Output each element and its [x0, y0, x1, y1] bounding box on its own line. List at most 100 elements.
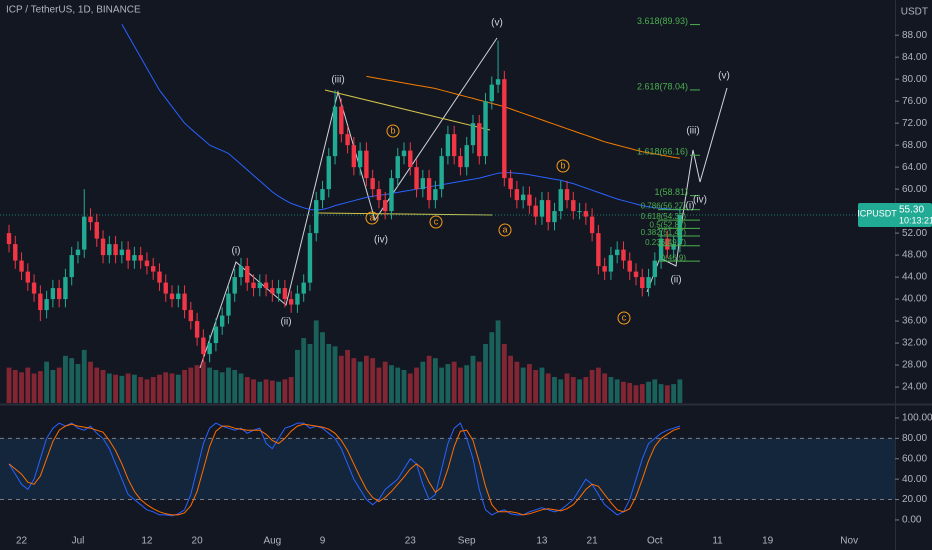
- y-tick-label: 80.00: [902, 74, 927, 85]
- volume-bar: [414, 367, 419, 403]
- candle-body: [276, 288, 281, 294]
- fib-label: 0.382(51.47): [641, 228, 687, 237]
- candle-body: [113, 244, 118, 256]
- volume-bar: [552, 377, 557, 403]
- volume-bar: [138, 377, 144, 403]
- candle-body: [100, 238, 106, 256]
- candle-body: [376, 189, 382, 201]
- candle-body: [583, 211, 589, 217]
- stoch-tick-label: 80.00: [902, 433, 927, 444]
- volume-bar: [489, 332, 495, 403]
- y-tick-label: 24.00: [902, 382, 927, 393]
- candle-body: [88, 216, 93, 223]
- volume-bar: [132, 374, 137, 403]
- candle-body: [571, 200, 576, 212]
- volume-bar: [370, 358, 376, 403]
- candle-body: [19, 260, 24, 272]
- volume-bar: [483, 344, 488, 403]
- volume-bar: [589, 369, 595, 403]
- volume-bar: [6, 367, 12, 403]
- volume-bar: [577, 379, 582, 403]
- x-tick-label: 9: [320, 536, 326, 547]
- volume-bar: [389, 365, 394, 403]
- y-tick-label: 84.00: [902, 52, 927, 63]
- price-tag-countdown: 10:13:21: [899, 215, 932, 225]
- volume-bar: [671, 384, 677, 403]
- candle-body: [370, 178, 375, 190]
- volume-bar: [677, 379, 683, 403]
- candle-body: [558, 189, 563, 212]
- candle-body: [213, 326, 219, 344]
- y-tick-label: 64.00: [902, 162, 927, 173]
- x-tick-label: Nov: [840, 536, 858, 547]
- candle-body: [282, 288, 288, 300]
- volume-bar: [69, 358, 75, 403]
- y-tick-label: 76.00: [902, 96, 927, 107]
- candle-body: [314, 200, 319, 234]
- volume-bar: [200, 361, 206, 403]
- candle-body: [320, 189, 325, 201]
- stoch-tick-label: 100.00: [902, 413, 932, 424]
- volume-bar: [100, 369, 106, 403]
- volume-bar: [31, 373, 37, 403]
- candle-body: [182, 293, 187, 311]
- candle-body: [546, 200, 551, 223]
- candle-body: [351, 145, 357, 168]
- candle-body: [288, 299, 294, 305]
- stoch-d: [8, 423, 681, 516]
- volume-bar: [639, 384, 645, 403]
- candle-body: [614, 249, 620, 256]
- candle-body: [383, 200, 388, 212]
- wave-label: a: [369, 212, 374, 222]
- candle-body: [464, 145, 469, 168]
- candle-body: [552, 211, 557, 223]
- candle-body: [270, 288, 275, 294]
- volume-bar: [382, 361, 388, 403]
- volume-bar: [182, 369, 187, 403]
- volume-bar: [451, 361, 457, 403]
- candle-body: [31, 282, 37, 294]
- y-tick-label: 40.00: [902, 294, 927, 305]
- candle-body: [621, 249, 626, 261]
- price-tag-symbol: ICPUSDT: [857, 208, 897, 218]
- wave-label: (i): [686, 201, 695, 212]
- candle-body: [508, 178, 513, 190]
- candle-body: [470, 123, 476, 146]
- price-tag-box: [858, 202, 932, 227]
- volume-bar: [476, 361, 482, 403]
- volume-bar: [633, 385, 639, 403]
- candle-body: [138, 255, 143, 261]
- volume-bar: [602, 373, 608, 403]
- x-tick-label: Sep: [458, 536, 476, 547]
- candle-body: [25, 271, 31, 283]
- x-tick-label: 20: [192, 536, 204, 547]
- candle-body: [238, 266, 244, 278]
- candle-body: [389, 178, 394, 212]
- volume-bar: [213, 369, 219, 403]
- candle-body: [577, 211, 582, 213]
- candle-body: [527, 194, 532, 206]
- wave-circle: [617, 311, 631, 325]
- candle-body: [477, 123, 482, 157]
- y-tick-label: 72.00: [902, 118, 927, 129]
- candle-body: [75, 249, 81, 256]
- chart-title: ICP / TetherUS, 1D, BINANCE: [6, 5, 141, 16]
- candle-body: [339, 106, 344, 135]
- volume-bar: [345, 349, 350, 403]
- volume-bar: [251, 379, 256, 403]
- candle-body: [157, 271, 162, 283]
- volume-bar: [282, 379, 288, 403]
- volume-bar: [50, 369, 56, 403]
- y-tick-label: 48.00: [902, 250, 927, 261]
- volume-bar: [313, 320, 319, 403]
- candle-body: [445, 134, 451, 157]
- volume-bar: [439, 367, 445, 403]
- wave-label: (iv): [374, 235, 388, 246]
- volume-bar: [501, 344, 507, 403]
- candle-body: [539, 200, 545, 217]
- wave-label: b: [560, 160, 565, 170]
- candle-body: [245, 266, 250, 283]
- x-tick-label: 23: [405, 536, 417, 547]
- volume-bar: [564, 373, 570, 403]
- wave-label: (iv): [693, 195, 707, 206]
